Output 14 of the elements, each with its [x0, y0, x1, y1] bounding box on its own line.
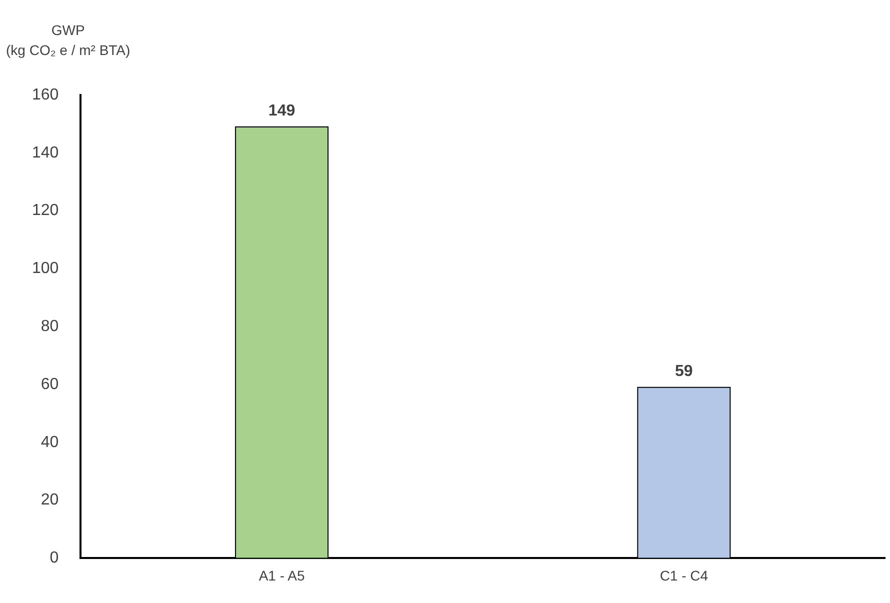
y-axis-title: GWP (kg CO₂ e / m² BTA)	[6, 21, 130, 60]
y-tick-label: 0	[50, 550, 59, 567]
data-label: 149	[268, 102, 296, 120]
y-tick-label: 120	[32, 202, 59, 220]
y-tick-label: 60	[40, 376, 59, 393]
y-tick-label: 40	[40, 434, 59, 451]
y-tick-label: 20	[40, 492, 59, 509]
x-tick-label: A1 - A5	[258, 567, 305, 584]
y-tick-label: 160	[32, 86, 59, 104]
x-tick-label: C1 - C4	[660, 567, 708, 584]
y-tick-label: 100	[32, 260, 59, 278]
data-label: 59	[675, 362, 693, 380]
y-tick-label: 80	[40, 318, 59, 336]
y-tick-label: 140	[32, 144, 59, 162]
